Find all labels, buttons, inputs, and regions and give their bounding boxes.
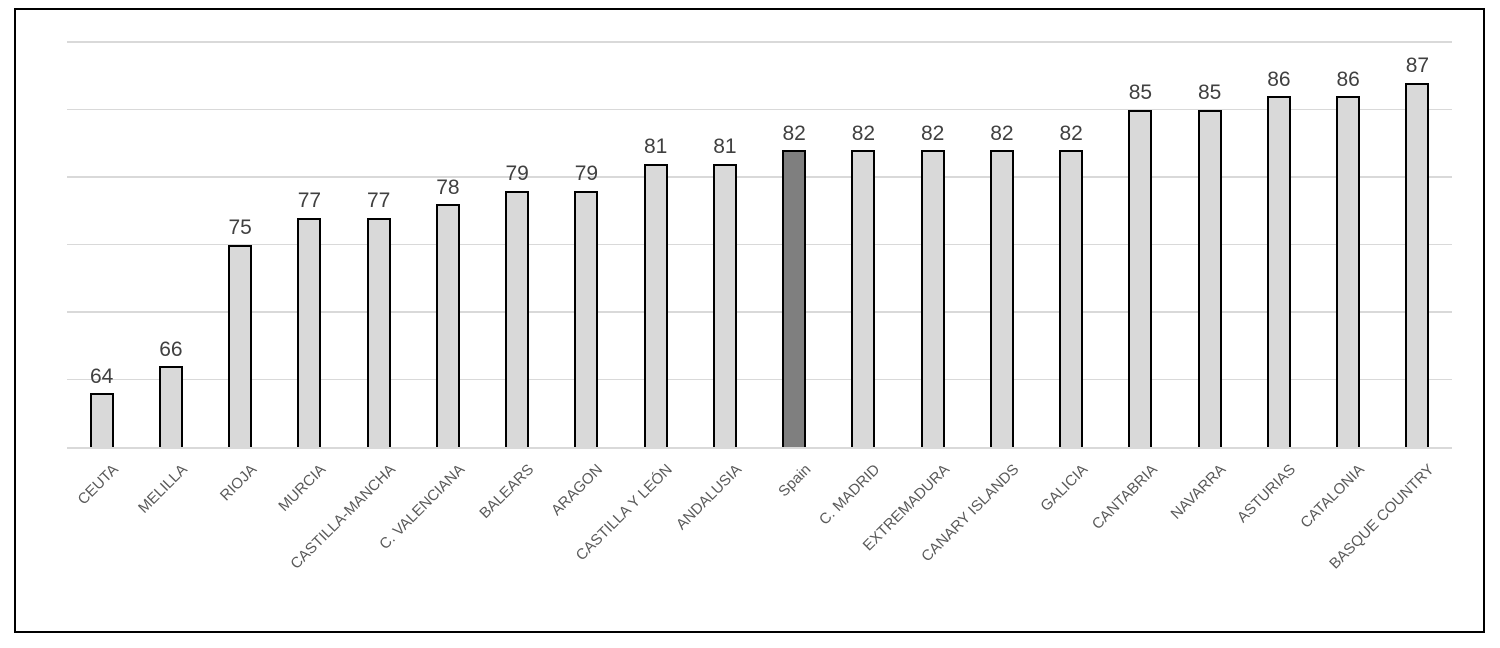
bar xyxy=(435,204,460,447)
bar-value-label: 86 xyxy=(1267,67,1291,91)
bar-value-label: 79 xyxy=(505,162,529,186)
bar-value-label: 82 xyxy=(782,121,806,145)
bar xyxy=(158,366,183,447)
bar-value-label: 78 xyxy=(436,175,460,199)
bar-value-label: 82 xyxy=(920,121,945,145)
gridline xyxy=(67,311,1452,313)
bar xyxy=(1059,150,1084,447)
gridline xyxy=(67,108,1452,111)
bar xyxy=(89,393,114,447)
gridline xyxy=(67,41,1452,43)
bar xyxy=(297,217,322,447)
bar-highlighted xyxy=(782,150,807,447)
bar xyxy=(989,150,1014,447)
bar-value-label: 81 xyxy=(713,135,737,159)
bar-value-label: 77 xyxy=(297,189,322,213)
bar xyxy=(1128,109,1153,447)
chart-frame xyxy=(14,8,1485,633)
bar xyxy=(643,163,668,447)
bar xyxy=(920,150,945,447)
bar xyxy=(1197,109,1222,447)
gridline xyxy=(67,176,1452,178)
bar xyxy=(1336,96,1361,447)
bar xyxy=(1266,96,1291,447)
bar-value-label: 87 xyxy=(1405,54,1430,78)
bar xyxy=(505,190,530,447)
bar xyxy=(712,163,737,447)
bar-value-label: 82 xyxy=(851,121,876,145)
gridline xyxy=(67,378,1452,381)
bar-value-label: 77 xyxy=(366,189,391,213)
bar-value-label: 82 xyxy=(990,121,1014,145)
bar xyxy=(851,150,876,447)
bar-value-label: 82 xyxy=(1059,121,1083,145)
bar-value-label: 86 xyxy=(1336,67,1360,91)
bar xyxy=(228,244,253,447)
x-axis-line xyxy=(67,446,1452,449)
bar-value-label: 64 xyxy=(89,364,114,388)
gridline xyxy=(67,243,1452,246)
bar-value-label: 75 xyxy=(228,216,252,240)
bar-value-label: 79 xyxy=(574,162,599,186)
bar xyxy=(1405,82,1430,447)
bar xyxy=(574,190,599,447)
bar-value-label: 85 xyxy=(1128,81,1153,105)
bar xyxy=(366,217,391,447)
bar-value-label: 66 xyxy=(159,337,183,361)
bar-value-label: 85 xyxy=(1197,81,1222,105)
bar-value-label: 81 xyxy=(643,135,668,159)
plot-area: 64 CEUTA 66 MELILLA 75 RIOJA 77 MURCIA 77 CASTILL… xyxy=(67,41,1452,573)
